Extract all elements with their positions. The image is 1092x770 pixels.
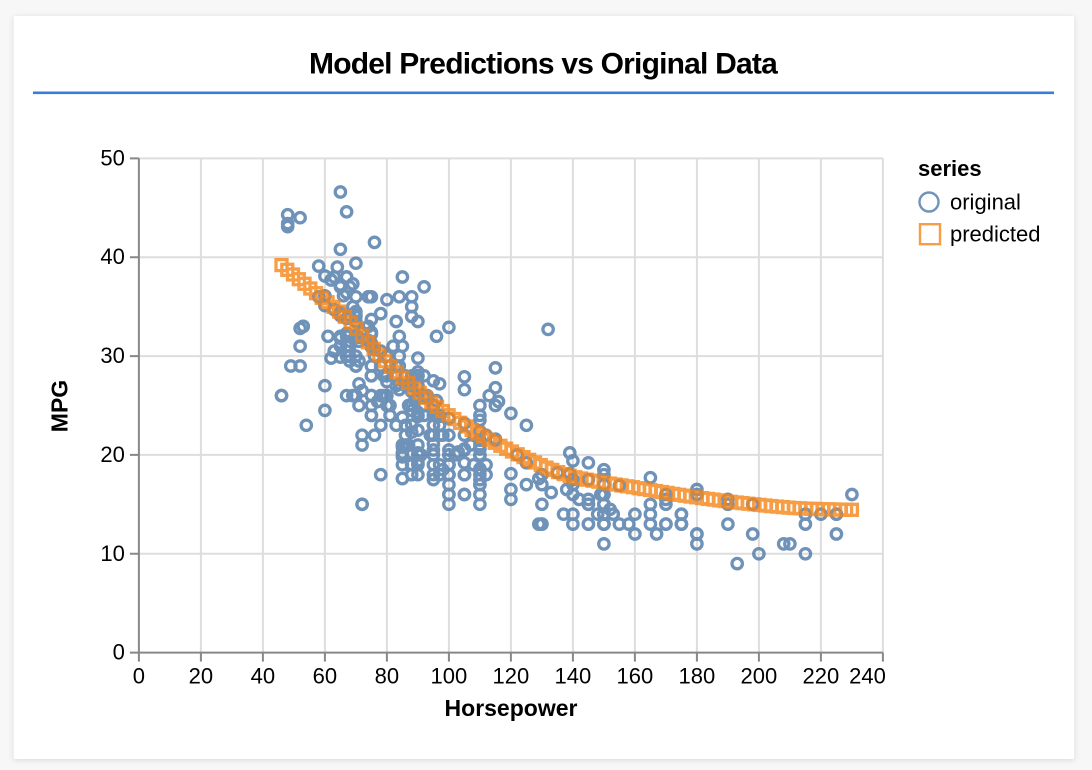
svg-text:original: original: [950, 190, 1021, 215]
svg-text:20: 20: [100, 442, 124, 467]
svg-text:50: 50: [100, 145, 124, 170]
svg-text:140: 140: [555, 664, 592, 689]
svg-text:80: 80: [375, 664, 399, 689]
svg-text:Model Predictions vs Original: Model Predictions vs Original Data: [309, 48, 778, 81]
svg-text:120: 120: [493, 664, 530, 689]
svg-text:0: 0: [113, 640, 125, 665]
svg-text:160: 160: [617, 664, 654, 689]
svg-text:series: series: [918, 156, 982, 181]
svg-text:0: 0: [133, 664, 145, 689]
svg-text:100: 100: [431, 664, 468, 689]
svg-text:predicted: predicted: [950, 222, 1041, 247]
svg-text:10: 10: [100, 541, 124, 566]
svg-text:180: 180: [679, 664, 716, 689]
svg-text:MPG: MPG: [47, 380, 73, 432]
svg-text:40: 40: [251, 664, 275, 689]
svg-text:60: 60: [313, 664, 337, 689]
svg-text:240: 240: [849, 664, 886, 689]
svg-text:220: 220: [803, 664, 840, 689]
svg-text:20: 20: [189, 664, 213, 689]
svg-text:40: 40: [100, 244, 124, 269]
svg-text:Horsepower: Horsepower: [445, 695, 578, 721]
svg-text:30: 30: [100, 343, 124, 368]
svg-text:200: 200: [741, 664, 778, 689]
